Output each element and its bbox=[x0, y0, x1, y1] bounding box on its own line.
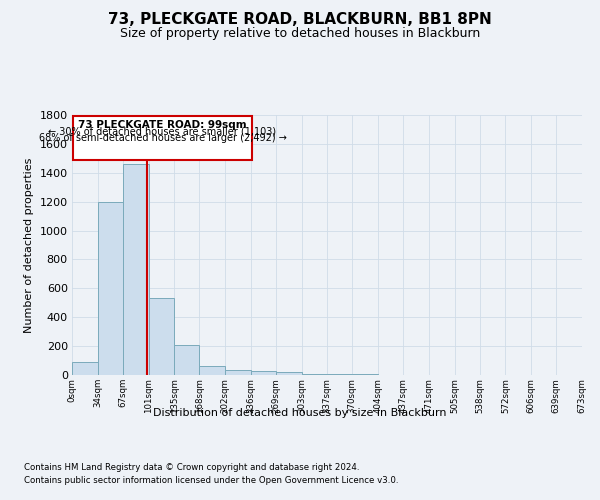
Text: Size of property relative to detached houses in Blackburn: Size of property relative to detached ho… bbox=[120, 28, 480, 40]
Text: Contains HM Land Registry data © Crown copyright and database right 2024.: Contains HM Land Registry data © Crown c… bbox=[24, 462, 359, 471]
Bar bbox=[251, 371, 276, 375]
Text: Distribution of detached houses by size in Blackburn: Distribution of detached houses by size … bbox=[153, 408, 447, 418]
Y-axis label: Number of detached properties: Number of detached properties bbox=[24, 158, 34, 332]
Bar bbox=[175, 346, 199, 375]
Bar bbox=[72, 362, 98, 375]
Bar bbox=[123, 164, 149, 375]
Text: ← 30% of detached houses are smaller (1,103): ← 30% of detached houses are smaller (1,… bbox=[49, 126, 277, 136]
Bar bbox=[199, 366, 225, 375]
FancyBboxPatch shape bbox=[73, 116, 253, 160]
Text: 73 PLECKGATE ROAD: 99sqm: 73 PLECKGATE ROAD: 99sqm bbox=[78, 120, 247, 130]
Text: 73, PLECKGATE ROAD, BLACKBURN, BB1 8PN: 73, PLECKGATE ROAD, BLACKBURN, BB1 8PN bbox=[108, 12, 492, 28]
Text: 68% of semi-detached houses are larger (2,492) →: 68% of semi-detached houses are larger (… bbox=[38, 133, 286, 143]
Bar bbox=[149, 298, 175, 375]
Bar bbox=[98, 202, 123, 375]
Text: Contains public sector information licensed under the Open Government Licence v3: Contains public sector information licen… bbox=[24, 476, 398, 485]
Bar bbox=[352, 374, 378, 375]
Bar bbox=[328, 374, 352, 375]
Bar bbox=[225, 370, 251, 375]
Bar bbox=[302, 374, 328, 375]
Bar bbox=[276, 372, 302, 375]
